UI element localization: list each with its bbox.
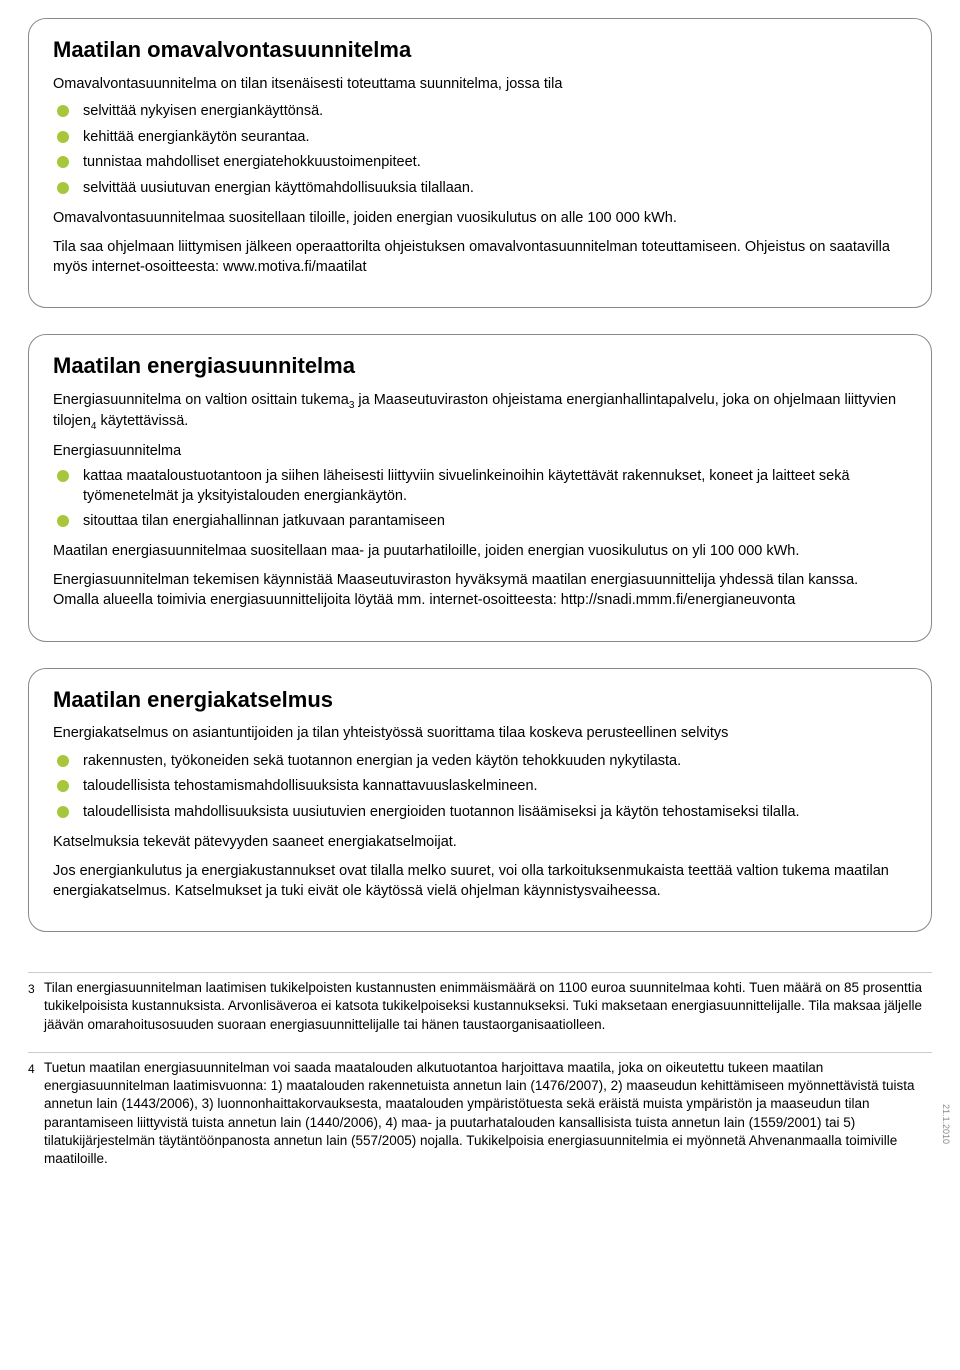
card3-p1: Katselmuksia tekevät pätevyyden saaneet … <box>53 833 907 853</box>
card2-p1: Maatilan energiasuunnitelmaa suositellaa… <box>53 542 907 562</box>
card2-intro: Energiasuunnitelma on valtion osittain t… <box>53 391 907 434</box>
card-energiasuunnitelma: Maatilan energiasuunnitelma Energiasuunn… <box>28 334 932 641</box>
bullet-item: taloudellisista tehostamismahdollisuuksi… <box>57 777 907 797</box>
bullet-item: kehittää energiankäytön seurantaa. <box>57 128 907 148</box>
card2-p2: Energiasuunnitelman tekemisen käynnistää… <box>53 571 907 610</box>
card3-bullets: rakennusten, työkoneiden sekä tuotannon … <box>53 752 907 823</box>
card2-intro-a: Energiasuunnitelma on valtion osittain t… <box>53 392 349 408</box>
card2-title: Maatilan energiasuunnitelma <box>53 351 907 381</box>
card-energiakatselmus: Maatilan energiakatselmus Energiakatselm… <box>28 668 932 933</box>
card1-bullets: selvittää nykyisen energiankäyttönsä. ke… <box>53 102 907 198</box>
card2-intro-c: käytettävissä. <box>96 413 188 429</box>
card2-bullets: kattaa maataloustuotantoon ja siihen läh… <box>53 467 907 532</box>
side-date: 21.1.2010 <box>940 1104 952 1144</box>
bullet-item: taloudellisista mahdollisuuksista uusiut… <box>57 803 907 823</box>
footnote-4: 4 Tuetun maatilan energiasuunnitelman vo… <box>28 1052 932 1168</box>
footnote-number: 3 <box>28 979 44 1034</box>
footnote-3: 3 Tilan energiasuunnitelman laatimisen t… <box>28 972 932 1034</box>
card1-intro: Omavalvontasuunnitelma on tilan itsenäis… <box>53 75 907 95</box>
card3-p2: Jos energiankulutus ja energiakustannuks… <box>53 862 907 901</box>
footnote-text: Tuetun maatilan energiasuunnitelman voi … <box>44 1059 932 1168</box>
bullet-item: selvittää uusiutuvan energian käyttömahd… <box>57 179 907 199</box>
card3-title: Maatilan energiakatselmus <box>53 685 907 715</box>
card3-intro: Energiakatselmus on asiantuntijoiden ja … <box>53 724 907 744</box>
bullet-item: selvittää nykyisen energiankäyttönsä. <box>57 102 907 122</box>
bullet-item: sitouttaa tilan energiahallinnan jatkuva… <box>57 512 907 532</box>
card1-p2: Tila saa ohjelmaan liittymisen jälkeen o… <box>53 238 907 277</box>
card1-p1: Omavalvontasuunnitelmaa suositellaan til… <box>53 209 907 229</box>
footnote-number: 4 <box>28 1059 44 1168</box>
footnotes: 3 Tilan energiasuunnitelman laatimisen t… <box>28 972 932 1168</box>
card2-subhead: Energiasuunnitelma <box>53 442 907 462</box>
bullet-item: rakennusten, työkoneiden sekä tuotannon … <box>57 752 907 772</box>
card1-title: Maatilan omavalvontasuunnitelma <box>53 35 907 65</box>
footnote-text: Tilan energiasuunnitelman laatimisen tuk… <box>44 979 932 1034</box>
bullet-item: tunnistaa mahdolliset energiatehokkuusto… <box>57 153 907 173</box>
card-omavalvonta: Maatilan omavalvontasuunnitelma Omavalvo… <box>28 18 932 308</box>
bullet-item: kattaa maataloustuotantoon ja siihen läh… <box>57 467 907 506</box>
